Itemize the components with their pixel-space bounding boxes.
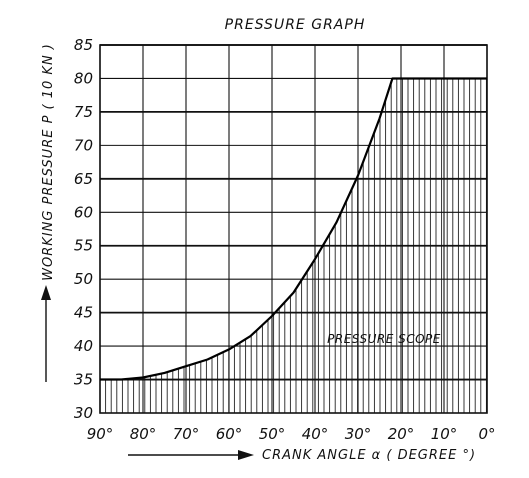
x-tick-label: 60°: [216, 425, 243, 443]
grid: [99, 44, 488, 414]
y-tick-label: 60: [74, 203, 93, 221]
y-tick-label: 30: [74, 404, 93, 422]
x-axis-title: CRANK ANGLE α ( DEGREE °): [128, 448, 476, 463]
x-tick-label: 40°: [302, 425, 329, 443]
chart-title: PRESSURE GRAPH: [225, 17, 366, 33]
x-tick-label: 90°: [87, 425, 114, 443]
y-tick-label: 70: [74, 136, 93, 154]
x-tick-label: 30°: [345, 425, 372, 443]
plot-frame: [99, 44, 488, 414]
y-axis-title: WORKING PRESSURE P ( 10 KN ): [41, 43, 56, 382]
y-tick-label: 55: [74, 237, 93, 255]
x-tick-label: 80°: [130, 425, 157, 443]
x-axis-label: CRANK ANGLE α ( DEGREE °): [262, 448, 476, 463]
y-tick-label: 45: [74, 304, 93, 322]
y-tick-label: 40: [74, 337, 93, 355]
y-tick-label: 85: [74, 36, 93, 54]
pressure-scope-label: PRESSURE SCOPE: [327, 332, 441, 346]
y-tick-label: 80: [74, 69, 93, 87]
curve-layer: [100, 77, 487, 381]
y-tick-label: 50: [74, 270, 93, 288]
x-tick-label: 0°: [478, 425, 495, 443]
y-tick-label: 65: [74, 170, 93, 188]
x-tick-label: 20°: [388, 425, 415, 443]
x-tick-label: 70°: [173, 425, 200, 443]
y-tick-label: 35: [74, 371, 93, 389]
x-axis-arrow-head: [238, 450, 254, 460]
y-axis-label: WORKING PRESSURE P ( 10 KN ): [41, 43, 56, 281]
pressure-curve: [100, 77, 487, 381]
y-axis-arrow-head: [41, 285, 51, 300]
x-tick-labels: 90° 80° 70° 60° 50° 40° 30° 20° 10° 0°: [87, 425, 496, 443]
x-tick-label: 10°: [431, 425, 458, 443]
y-tick-label: 75: [74, 103, 93, 121]
x-tick-label: 50°: [259, 425, 286, 443]
y-tick-labels: 30 35 40 45 50 55 60 65 70 75 80 85: [74, 36, 93, 422]
